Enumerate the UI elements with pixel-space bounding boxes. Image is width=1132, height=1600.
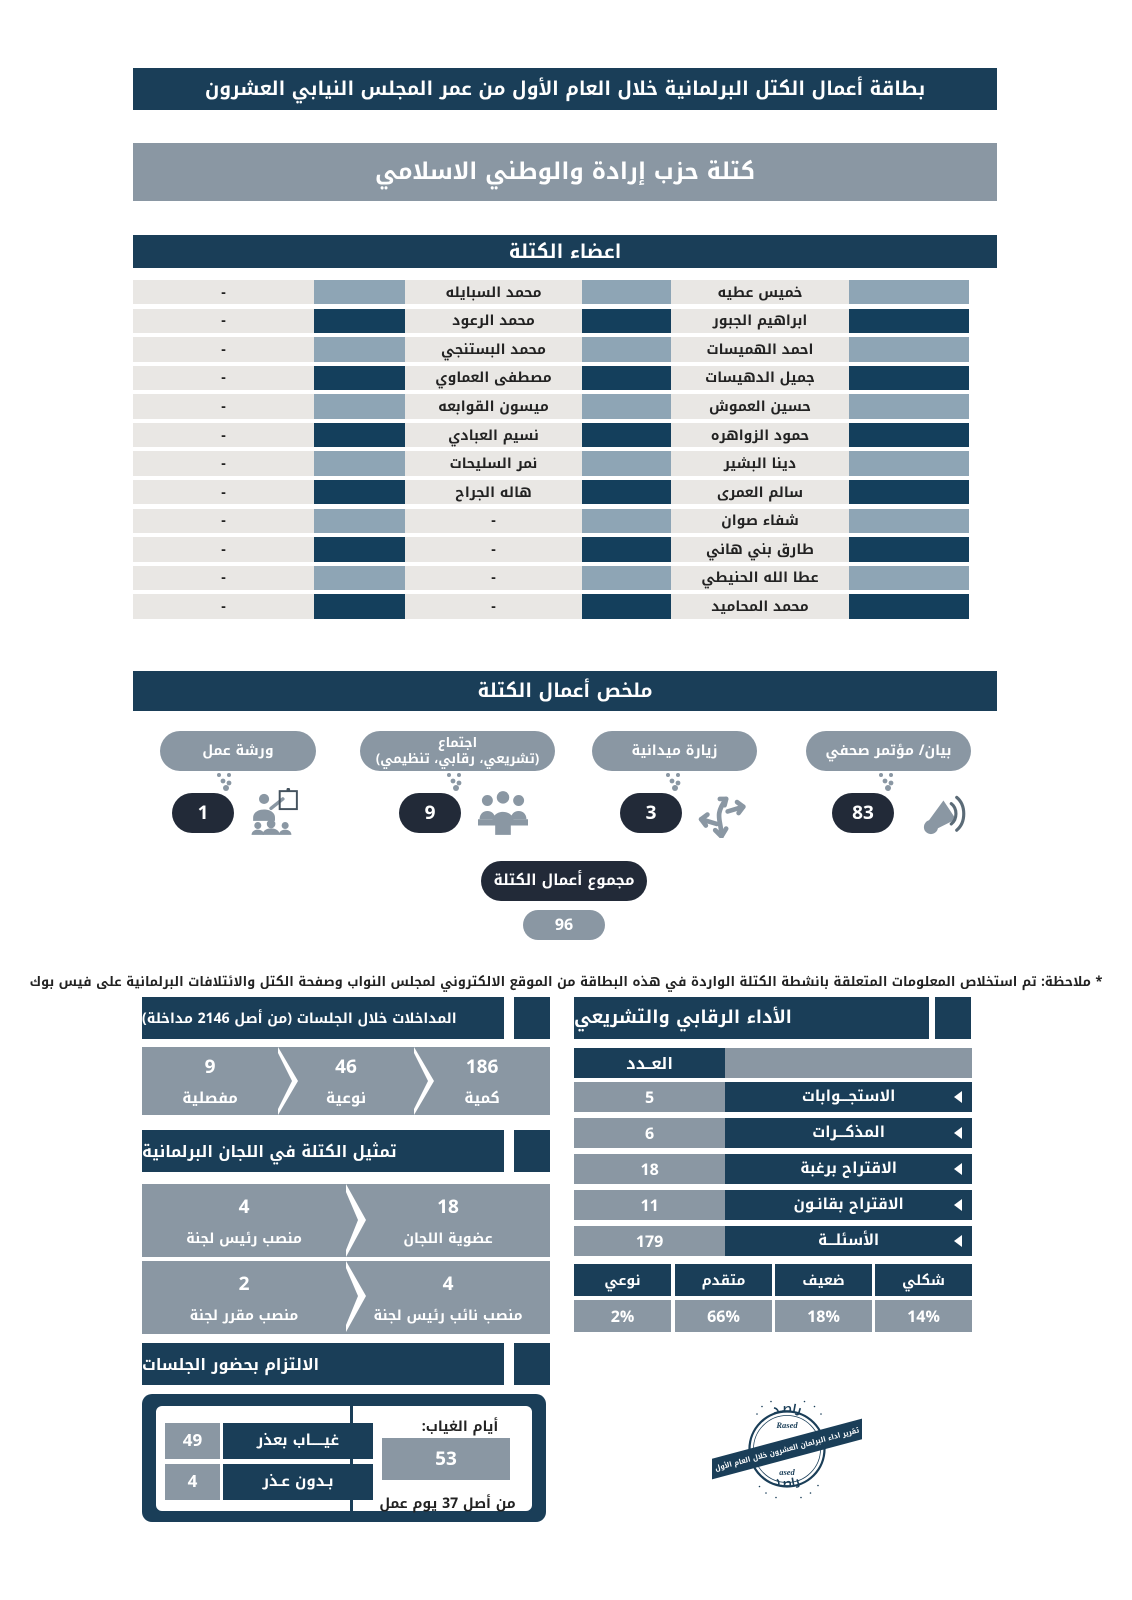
svg-text:راصـد: راصـد xyxy=(770,1397,804,1420)
svg-text:Rased: Rased xyxy=(775,1420,798,1430)
svg-text:ased: ased xyxy=(779,1467,795,1477)
